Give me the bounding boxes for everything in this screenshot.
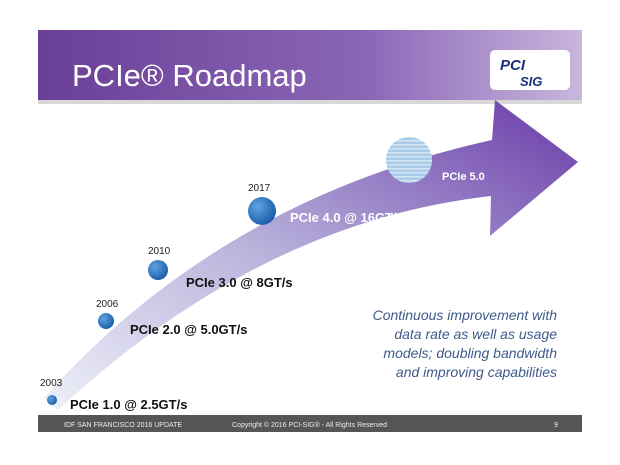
milestone-label: PCIe 4.0 @ 16GT/s <box>290 210 404 225</box>
milestone-dot <box>47 395 57 405</box>
description: Continuous improvement with data rate as… <box>373 307 558 380</box>
milestone-dot <box>148 260 168 280</box>
logo-top: PCI <box>500 57 526 74</box>
footer-bar <box>38 415 582 432</box>
logo-bottom: SIG <box>520 74 542 89</box>
title: PCIe® Roadmap <box>72 58 307 93</box>
description-line: and improving capabilities <box>396 364 557 380</box>
roadmap-arrow <box>44 100 578 410</box>
logo-box <box>490 50 570 90</box>
milestone-label: PCIe 5.0 <box>442 171 485 183</box>
milestone-dot <box>248 197 276 225</box>
description-line: Continuous improvement with <box>373 307 558 323</box>
milestone-year: 2017 <box>248 183 271 194</box>
milestone-label: PCIe 1.0 @ 2.5GT/s <box>70 397 187 412</box>
footer-event: IDF SAN FRANCISCO 2016 UPDATE <box>64 422 182 429</box>
milestone-year: 2003 <box>40 378 63 389</box>
milestone-label: PCIe 3.0 @ 8GT/s <box>186 275 293 290</box>
milestone-dot <box>386 137 432 183</box>
description-line: data rate as well as usage <box>394 326 557 342</box>
milestones: 2003 PCIe 1.0 @ 2.5GT/s 2006 PCIe 2.0 @ 5.0… <box>40 137 485 412</box>
footer-copyright: Copyright © 2016 PCI-SIG® - All Rights R… <box>232 421 387 429</box>
description-line: models; doubling bandwidth <box>383 345 557 361</box>
milestone-year: 2010 <box>148 246 171 257</box>
header-shadow <box>38 100 582 104</box>
page-number: 9 <box>554 422 558 429</box>
milestone-dot <box>98 313 114 329</box>
milestone-label: PCIe 2.0 @ 5.0GT/s <box>130 322 247 337</box>
milestone-year: 2006 <box>96 299 119 310</box>
